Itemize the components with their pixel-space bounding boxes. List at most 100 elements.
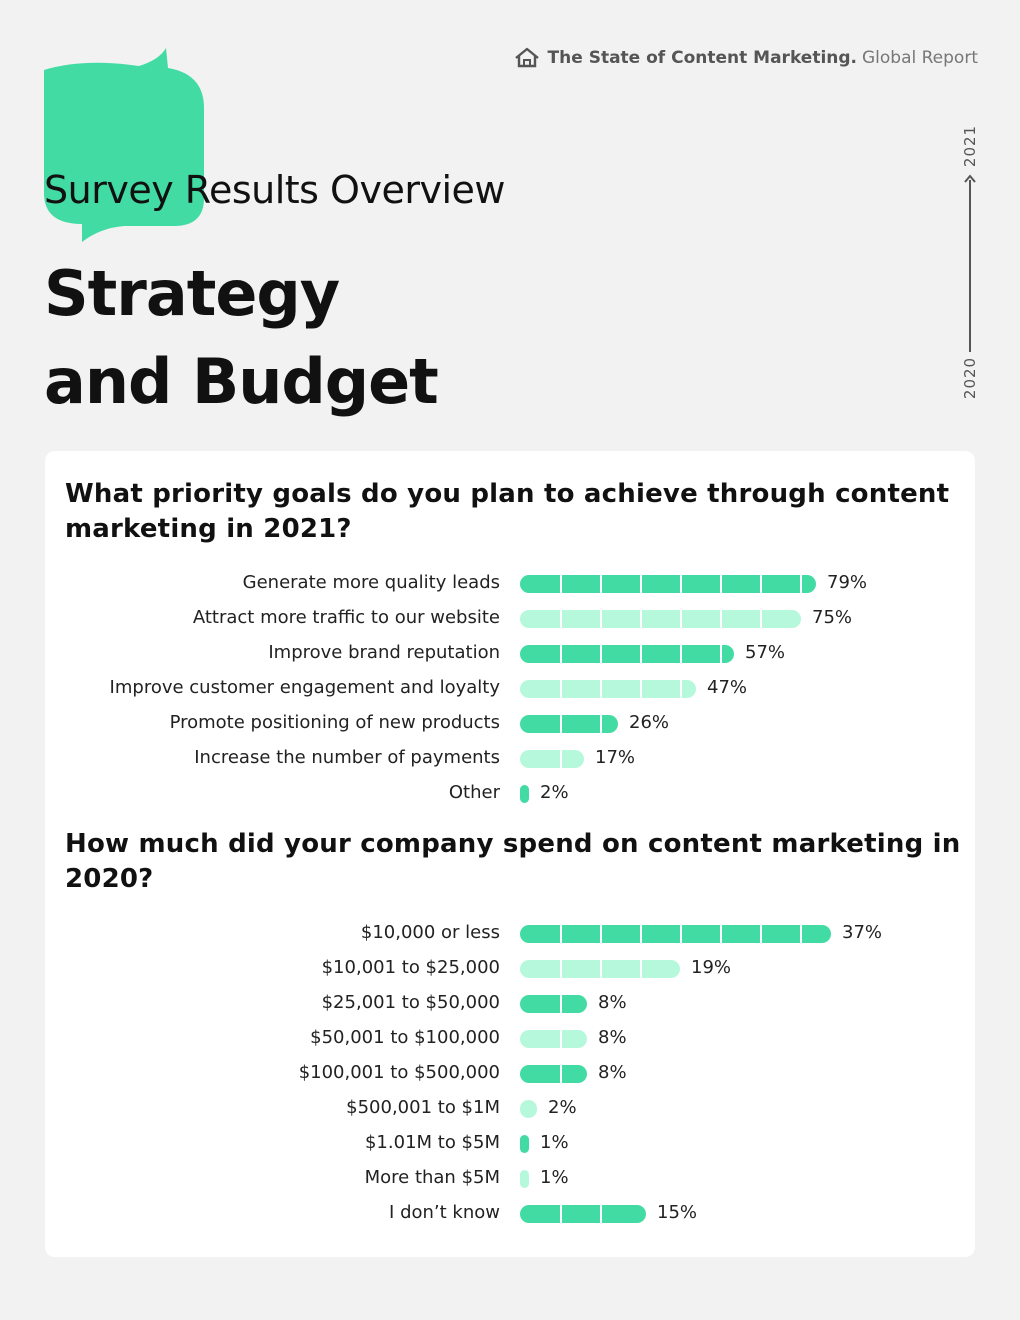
bar-divider	[560, 645, 562, 663]
bar-divider	[680, 680, 682, 698]
timeline-end-year: 2021	[961, 124, 979, 168]
bar	[520, 925, 831, 943]
bar-value-label: 79%	[827, 572, 868, 593]
bar	[520, 1170, 529, 1188]
bar-row: Improve brand reputation 57%	[45, 636, 975, 671]
bar-value-label: 57%	[745, 642, 786, 663]
bar-row: Generate more quality leads 79%	[45, 566, 975, 601]
year-timeline: 2021 2020	[955, 118, 985, 408]
bar-label: I don’t know	[389, 1202, 500, 1223]
bar-divider	[560, 1205, 562, 1223]
bar	[520, 750, 584, 768]
bar	[520, 1100, 537, 1118]
bar-divider	[600, 575, 602, 593]
bar-label: $100,001 to $500,000	[298, 1062, 500, 1083]
bar-divider	[560, 1065, 562, 1083]
bar	[520, 1135, 529, 1153]
bar-value-label: 1%	[540, 1167, 569, 1188]
bar-label: More than $5M	[364, 1167, 500, 1188]
arrow-up-icon	[964, 174, 976, 183]
bar-value-label: 75%	[812, 607, 853, 628]
page-subtitle: Survey Results Overview	[44, 168, 505, 212]
bar	[520, 995, 587, 1013]
bar	[520, 1205, 646, 1223]
timeline-start-year: 2020	[961, 356, 979, 400]
bar-label: $500,001 to $1M	[346, 1097, 500, 1118]
bar-divider	[560, 925, 562, 943]
bar	[520, 715, 618, 733]
bar-divider	[800, 925, 802, 943]
bar-value-label: 8%	[598, 1027, 627, 1048]
bar-divider	[560, 610, 562, 628]
bar-value-label: 1%	[540, 1132, 569, 1153]
bar-value-label: 15%	[657, 1202, 698, 1223]
bar-divider	[560, 960, 562, 978]
bar-label: $10,000 or less	[360, 922, 500, 943]
bar-divider	[560, 715, 562, 733]
bar-divider	[760, 575, 762, 593]
bar-divider	[640, 960, 642, 978]
bar	[520, 610, 801, 628]
bar-label: $50,001 to $100,000	[310, 1027, 500, 1048]
bar	[520, 680, 696, 698]
bar-divider	[720, 575, 722, 593]
bar	[520, 960, 680, 978]
bar-label: Improve brand reputation	[268, 642, 500, 663]
bar-divider	[720, 610, 722, 628]
bar-row: Improve customer engagement and loyalty 4…	[45, 671, 975, 706]
bar-divider	[640, 680, 642, 698]
bar-value-label: 17%	[595, 747, 636, 768]
bar-label: $10,001 to $25,000	[321, 957, 500, 978]
bar-divider	[720, 925, 722, 943]
bar-label: Generate more quality leads	[242, 572, 500, 593]
bar-divider	[680, 610, 682, 628]
speech-bubble-decoration	[44, 48, 204, 242]
bar	[520, 1030, 587, 1048]
chart-title-goals: What priority goals do you plan to achie…	[65, 479, 950, 544]
bar-row: Promote positioning of new products 26%	[45, 706, 975, 741]
bar-label: Attract more traffic to our website	[192, 607, 500, 628]
page-title: Strategy and Budget	[44, 250, 439, 426]
bar	[520, 785, 529, 803]
bar-divider	[800, 575, 802, 593]
bar-divider	[760, 610, 762, 628]
bar-divider	[680, 645, 682, 663]
report-title-bold: The State of Content Marketing.	[547, 48, 857, 68]
survey-card: What priority goals do you plan to achie…	[45, 451, 975, 1257]
bar-row: $10,001 to $25,000 19%	[45, 951, 975, 986]
bar-divider	[640, 645, 642, 663]
bar-row: $100,001 to $500,000 8%	[45, 1056, 975, 1091]
bar-label: Improve customer engagement and loyalty	[109, 677, 500, 698]
bar-divider	[600, 925, 602, 943]
bar-divider	[720, 645, 722, 663]
bar-value-label: 47%	[707, 677, 748, 698]
bar-divider	[600, 610, 602, 628]
bar-divider	[760, 925, 762, 943]
bar	[520, 645, 734, 663]
bar-value-label: 2%	[548, 1097, 577, 1118]
bar-row: More than $5M 1%	[45, 1161, 975, 1196]
bar-divider	[560, 575, 562, 593]
bar-divider	[640, 925, 642, 943]
bar-row: $25,001 to $50,000 8%	[45, 986, 975, 1021]
bar-label: Promote positioning of new products	[169, 712, 500, 733]
home-icon[interactable]	[514, 47, 540, 69]
timeline-line	[969, 180, 971, 352]
chart-title-spend: How much did your company spend on conte…	[65, 829, 961, 894]
bar-divider	[600, 680, 602, 698]
bar-divider	[680, 575, 682, 593]
bar-divider	[600, 1205, 602, 1223]
report-header: The State of Content Marketing. Global R…	[514, 47, 978, 69]
bar-value-label: 2%	[540, 782, 569, 803]
bar	[520, 1065, 587, 1083]
bar-value-label: 8%	[598, 992, 627, 1013]
bar-divider	[560, 1030, 562, 1048]
bar-row: Attract more traffic to our website 75%	[45, 601, 975, 636]
bar-label: $1.01M to $5M	[364, 1132, 500, 1153]
bar-label: $25,001 to $50,000	[321, 992, 500, 1013]
bar-value-label: 26%	[629, 712, 670, 733]
bar-value-label: 19%	[691, 957, 732, 978]
bar-divider	[640, 575, 642, 593]
bar-label: Other	[448, 782, 500, 803]
bar-value-label: 8%	[598, 1062, 627, 1083]
